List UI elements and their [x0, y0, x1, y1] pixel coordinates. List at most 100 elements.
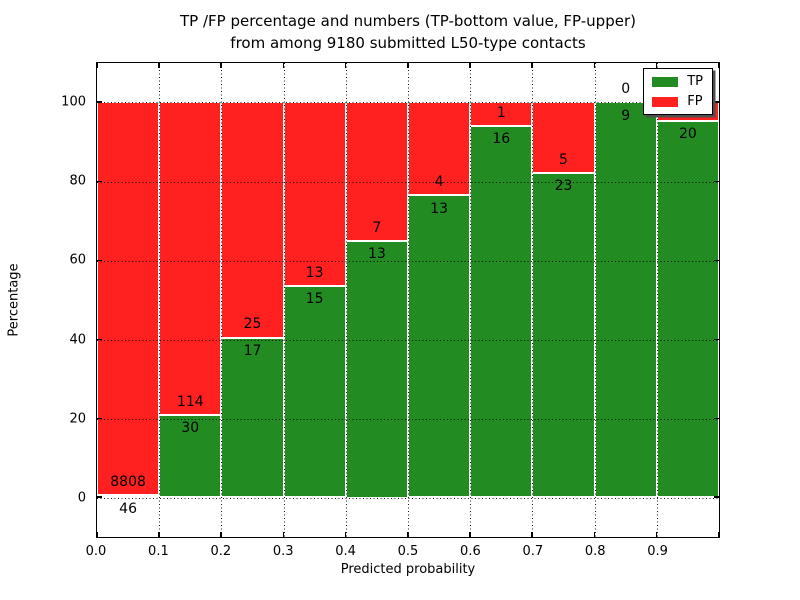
bar-segment-fp	[97, 102, 160, 496]
tick-mark	[96, 63, 98, 68]
tick-mark	[407, 532, 409, 537]
bar-segment-tp	[345, 240, 408, 498]
tick-mark	[96, 532, 98, 537]
x-tick-label: 0.4	[335, 544, 356, 559]
bar-label-tp: 13	[367, 245, 386, 262]
bar-label-tp: 23	[554, 178, 573, 195]
tick-mark	[714, 417, 719, 419]
bar-label-fp: 0	[621, 81, 631, 98]
x-tick-label: 0.2	[210, 544, 232, 559]
bar-label-fp: 25	[243, 316, 262, 333]
bar-label-tp: 20	[678, 126, 697, 143]
bar-label-fp: 1	[496, 104, 506, 121]
tick-mark	[97, 101, 102, 103]
tick-mark	[344, 63, 347, 68]
y-tick-label: 0	[77, 490, 86, 506]
bar-label-fp: 7	[372, 219, 382, 236]
chart-title-line2: from among 9180 submitted L50-type conta…	[230, 34, 586, 52]
bar-label-fp: 5	[559, 151, 568, 168]
y-tick-label: 60	[69, 252, 86, 268]
tick-mark	[655, 532, 658, 537]
plot-area: TP FP 46 8808 30 114 17 25 15 13 13 7 13 4 16 1 23 5 9 0 2…	[96, 62, 720, 538]
x-tick-label: 0.6	[460, 544, 481, 559]
x-tick-label: 0.1	[148, 544, 169, 559]
bar-label-fp: 8808	[110, 474, 146, 491]
tick-mark	[220, 63, 222, 68]
bar-segment-tp	[656, 121, 719, 498]
y-tick-label: 40	[69, 332, 86, 348]
y-axis-ticks: 0 20 40 60 80 100	[0, 62, 90, 538]
bar-segment-tp	[532, 173, 595, 498]
gridline-v	[594, 63, 596, 537]
tp-swatch-icon	[652, 76, 679, 87]
tick-mark	[407, 63, 409, 68]
x-tick-label: 0.3	[272, 544, 294, 559]
gridline-v	[532, 63, 534, 537]
tick-mark	[714, 496, 719, 498]
legend-label-fp: FP	[687, 94, 703, 109]
tick-mark	[714, 338, 719, 340]
y-tick-label: 20	[69, 411, 86, 427]
x-axis-ticks: 0.0 0.1 0.2 0.3 0.4 0.5 0.6 0.7 0.8 0.9	[86, 544, 720, 562]
bar-segment-fp	[408, 102, 471, 196]
x-tick-label: 0.5	[397, 544, 419, 559]
tick-mark	[714, 180, 719, 182]
legend-row-fp: FP	[652, 95, 703, 108]
x-tick-label: 0.9	[647, 544, 668, 559]
tick-mark	[714, 259, 719, 261]
bar-label-fp: 114	[176, 394, 204, 411]
bar-segment-tp	[159, 415, 222, 498]
bar-segment-tp	[408, 195, 471, 498]
bar-label-tp: 46	[119, 500, 137, 517]
bar-segment-fp	[159, 102, 222, 416]
x-tick-label: 0.8	[584, 544, 606, 559]
legend-label-tp: TP	[687, 74, 703, 89]
tick-mark	[469, 63, 471, 68]
bar-label-tp: 9	[621, 107, 631, 124]
tick-mark	[593, 63, 596, 68]
gridline-v	[408, 63, 409, 537]
tick-mark	[97, 417, 102, 419]
bar-segment-tp	[97, 495, 160, 498]
gridline-v	[283, 63, 285, 537]
y-tick-label: 80	[69, 173, 86, 189]
x-tick-label: 0.0	[85, 544, 107, 559]
x-axis-label: Predicted probability	[340, 562, 476, 577]
bar-segment-fp	[283, 102, 346, 286]
tick-mark	[531, 532, 533, 537]
gridline-v	[159, 63, 161, 537]
bar-segment-fp	[221, 102, 284, 338]
tick-mark	[344, 532, 347, 537]
tick-mark	[282, 532, 285, 537]
tick-mark	[655, 63, 658, 68]
tick-mark	[97, 496, 102, 498]
tick-mark	[469, 532, 471, 537]
gridline-v	[345, 63, 347, 537]
bar-label-tp: 30	[181, 420, 200, 437]
fp-swatch-icon	[652, 96, 679, 107]
tick-mark	[714, 101, 719, 103]
tick-mark	[718, 63, 720, 68]
gridline-v	[221, 63, 223, 537]
legend-box: TP FP	[643, 68, 713, 115]
bar-label-fp: 4	[434, 174, 444, 191]
bar-segment-tp	[594, 102, 657, 498]
tick-mark	[97, 338, 102, 340]
tick-mark	[97, 180, 102, 182]
y-tick-label: 100	[61, 94, 86, 110]
bar-label-tp: 17	[243, 342, 262, 359]
x-tick-label: 0.7	[522, 544, 544, 559]
chart-title: TP /FP percentage and numbers (TP-bottom…	[96, 10, 720, 54]
tick-mark	[220, 532, 222, 537]
tick-mark	[282, 63, 285, 68]
chart-title-line1: TP /FP percentage and numbers (TP-bottom…	[180, 12, 636, 30]
bar-segment-tp	[283, 285, 346, 498]
tick-mark	[158, 532, 160, 537]
bar-label-fp: 13	[305, 264, 324, 281]
tick-mark	[97, 259, 102, 261]
gridline-v	[656, 63, 658, 537]
tick-mark	[593, 532, 596, 537]
gridline-v	[470, 63, 472, 537]
legend-row-tp: TP	[652, 75, 703, 88]
bar-label-tp: 15	[305, 291, 324, 308]
